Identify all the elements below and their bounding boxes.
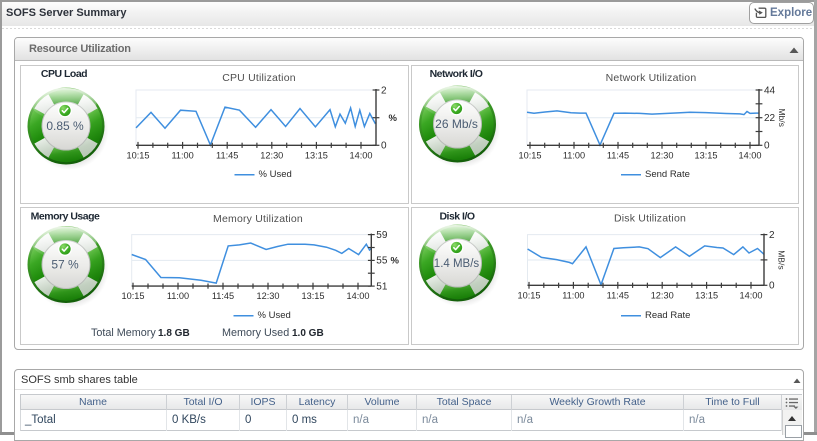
svg-text:11:00: 11:00 xyxy=(563,150,585,160)
svg-text:12:30: 12:30 xyxy=(651,290,674,300)
svg-text:Read Rate: Read Rate xyxy=(645,310,690,321)
svg-text:11:00: 11:00 xyxy=(167,291,189,301)
svg-text:11:00: 11:00 xyxy=(171,150,193,160)
svg-text:% Used: % Used xyxy=(259,169,292,180)
svg-text:12:30: 12:30 xyxy=(651,150,674,160)
svg-text:13:15: 13:15 xyxy=(305,150,328,160)
svg-text:1.8 GB: 1.8 GB xyxy=(158,328,190,339)
svg-text:14:00: 14:00 xyxy=(347,291,370,301)
svg-text:57 %: 57 % xyxy=(51,258,79,272)
svg-text:1.4 MB/s: 1.4 MB/s xyxy=(434,258,480,270)
svg-text:Total Memory: Total Memory xyxy=(91,327,156,339)
svg-text:Send Rate: Send Rate xyxy=(645,169,690,180)
svg-text:2: 2 xyxy=(769,230,775,241)
svg-text:Memory Used: Memory Used xyxy=(222,327,289,339)
svg-text:11:00: 11:00 xyxy=(562,290,584,300)
svg-text:22: 22 xyxy=(764,113,776,124)
svg-text:14:00: 14:00 xyxy=(739,150,762,160)
svg-text:44: 44 xyxy=(764,85,776,96)
svg-text:13:15: 13:15 xyxy=(695,150,718,160)
svg-text:Disk Utilization: Disk Utilization xyxy=(614,213,686,225)
svg-text:11:45: 11:45 xyxy=(216,150,238,160)
svg-text:14:00: 14:00 xyxy=(740,290,763,300)
svg-text:Mb/s: Mb/s xyxy=(777,108,787,126)
svg-text:Network Utilization: Network Utilization xyxy=(606,72,697,84)
svg-text:55: 55 xyxy=(376,256,388,267)
svg-text:%: % xyxy=(389,113,398,124)
svg-text:MB/s: MB/s xyxy=(777,250,787,269)
svg-text:11:45: 11:45 xyxy=(607,290,629,300)
svg-text:10:15: 10:15 xyxy=(518,290,541,300)
svg-text:11:45: 11:45 xyxy=(607,150,629,160)
svg-text:59: 59 xyxy=(376,230,388,241)
svg-text:0.85 %: 0.85 % xyxy=(46,119,84,133)
svg-text:11:45: 11:45 xyxy=(212,291,234,301)
svg-text:0: 0 xyxy=(769,281,775,292)
svg-text:Disk I/O: Disk I/O xyxy=(439,211,474,223)
svg-text:10:15: 10:15 xyxy=(519,150,542,160)
svg-text:CPU Utilization: CPU Utilization xyxy=(222,72,296,84)
svg-text:0: 0 xyxy=(381,141,387,152)
svg-text:12:30: 12:30 xyxy=(260,150,283,160)
svg-text:51: 51 xyxy=(376,281,388,292)
svg-text:CPU Load: CPU Load xyxy=(41,68,87,80)
svg-text:13:15: 13:15 xyxy=(302,291,325,301)
svg-text:10:15: 10:15 xyxy=(122,291,145,301)
svg-text:12:30: 12:30 xyxy=(257,291,280,301)
svg-text:26 Mb/s: 26 Mb/s xyxy=(435,117,478,131)
svg-text:%: % xyxy=(391,256,400,267)
svg-text:2: 2 xyxy=(381,85,387,96)
svg-text:13:15: 13:15 xyxy=(695,290,718,300)
svg-text:Memory Utilization: Memory Utilization xyxy=(213,213,303,225)
svg-text:1.0 GB: 1.0 GB xyxy=(292,328,324,339)
svg-text:Memory Usage: Memory Usage xyxy=(31,211,100,223)
svg-text:10:15: 10:15 xyxy=(127,150,150,160)
svg-text:Network I/O: Network I/O xyxy=(430,68,483,80)
svg-text:% Used: % Used xyxy=(258,310,291,321)
svg-text:14:00: 14:00 xyxy=(350,150,373,160)
svg-text:0: 0 xyxy=(764,141,770,152)
